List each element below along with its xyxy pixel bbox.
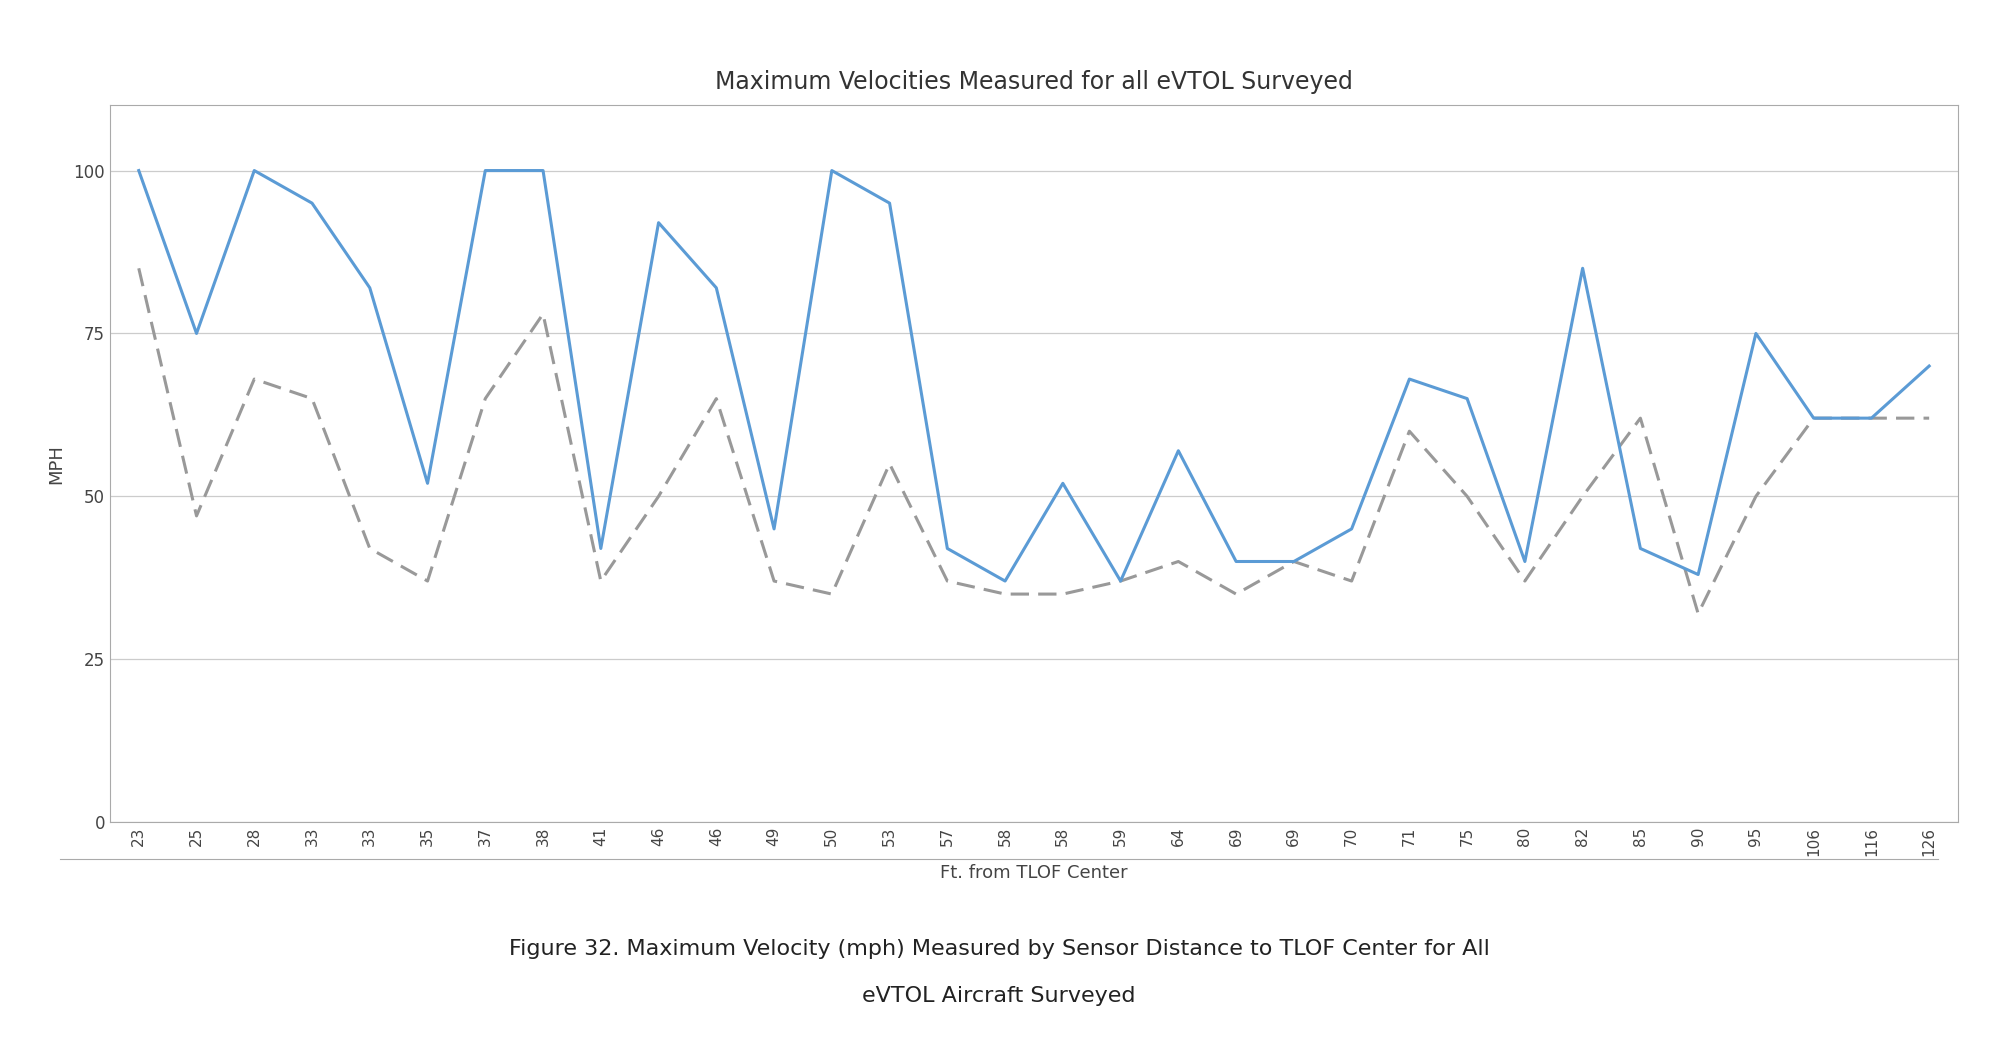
·Max M95%	[1570, 490, 1594, 503]
·Max M95%	[300, 392, 324, 405]
·Max M95%	[1225, 588, 1249, 601]
Text: eVTOL Aircraft Surveyed: eVTOL Aircraft Surveyed	[863, 987, 1135, 1006]
·Max M95%	[1918, 412, 1942, 425]
·Max M95%	[877, 457, 901, 470]
Max	[1860, 412, 1884, 425]
Max	[242, 164, 266, 177]
·Max M95%	[474, 392, 498, 405]
·Max M95%	[531, 308, 555, 320]
·Max M95%	[1686, 607, 1710, 620]
·Max M95%	[705, 392, 729, 405]
·Max M95%	[819, 588, 843, 601]
·Max M95%	[647, 490, 671, 503]
Max	[184, 327, 208, 339]
Max	[1802, 412, 1826, 425]
·Max M95%	[358, 542, 382, 554]
·Max M95%	[184, 509, 208, 522]
Max	[1686, 568, 1710, 581]
·Max M95%	[1283, 555, 1307, 568]
Max	[1339, 523, 1363, 535]
·Max M95%	[761, 574, 785, 587]
·Max M95%	[1167, 555, 1191, 568]
·Max M95%	[1802, 412, 1826, 425]
Max	[877, 197, 901, 210]
·Max M95%	[935, 574, 959, 587]
Line: ·Max M95%: ·Max M95%	[138, 269, 1930, 613]
Max	[474, 164, 498, 177]
·Max M95%	[1744, 490, 1768, 503]
Max	[1455, 392, 1479, 405]
·Max M95%	[589, 574, 613, 587]
Max	[1225, 555, 1249, 568]
Max	[589, 542, 613, 554]
·Max M95%	[1397, 425, 1421, 437]
Max	[300, 197, 324, 210]
Max	[1570, 262, 1594, 275]
Max	[705, 281, 729, 294]
·Max M95%	[126, 262, 150, 275]
·Max M95%	[1455, 490, 1479, 503]
·Max M95%	[416, 574, 440, 587]
Max	[531, 164, 555, 177]
Max	[1109, 574, 1133, 587]
Max	[1512, 555, 1536, 568]
Max	[1051, 477, 1075, 490]
Y-axis label: MPH: MPH	[48, 444, 66, 484]
Max	[1397, 373, 1421, 386]
·Max M95%	[1860, 412, 1884, 425]
Max	[1744, 327, 1768, 339]
Max	[761, 523, 785, 535]
Max	[819, 164, 843, 177]
·Max M95%	[1628, 412, 1652, 425]
X-axis label: Ft. from TLOF Center: Ft. from TLOF Center	[941, 864, 1127, 882]
Max	[647, 216, 671, 229]
·Max M95%	[1512, 574, 1536, 587]
Max	[993, 574, 1017, 587]
·Max M95%	[242, 373, 266, 386]
·Max M95%	[993, 588, 1017, 601]
Line: Max: Max	[138, 171, 1930, 581]
Title: Maximum Velocities Measured for all eVTOL Surveyed: Maximum Velocities Measured for all eVTO…	[715, 70, 1353, 94]
Max	[1283, 555, 1307, 568]
Max	[1628, 542, 1652, 554]
Max	[416, 477, 440, 490]
Text: Figure 32. Maximum Velocity (mph) Measured by Sensor Distance to TLOF Center for: Figure 32. Maximum Velocity (mph) Measur…	[509, 939, 1489, 958]
Max	[126, 164, 150, 177]
·Max M95%	[1339, 574, 1363, 587]
Max	[1918, 359, 1942, 372]
Max	[358, 281, 382, 294]
·Max M95%	[1109, 574, 1133, 587]
·Max M95%	[1051, 588, 1075, 601]
Max	[1167, 445, 1191, 457]
Max	[935, 542, 959, 554]
